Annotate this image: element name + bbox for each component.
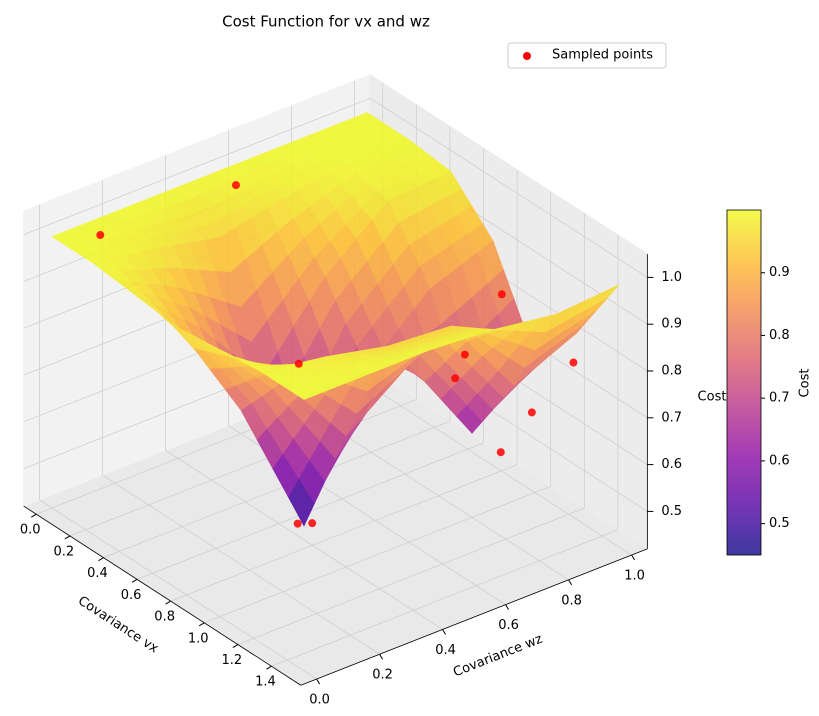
z-tick-label: 0.7 — [661, 410, 682, 425]
x-tick-label: 0.6 — [121, 588, 142, 603]
x-tick — [64, 535, 71, 540]
sampled-point — [231, 181, 240, 190]
x-tick — [198, 622, 205, 627]
y-tick-label: 0.2 — [372, 668, 393, 683]
legend: Sampled points — [507, 42, 667, 69]
x-tick-label: 1.2 — [222, 653, 243, 668]
colorbar-tick-label: 0.8 — [769, 328, 790, 343]
y-tick — [379, 653, 384, 660]
x-tick — [131, 578, 138, 583]
z-tick-label: 0.6 — [661, 457, 682, 472]
y-tick — [568, 579, 573, 586]
sampled-point — [451, 374, 460, 383]
grid-line — [103, 420, 451, 559]
legend-label: Sampled points — [552, 48, 653, 63]
y-tick — [316, 678, 321, 685]
sampled-point — [308, 519, 317, 528]
x-tick — [266, 665, 272, 670]
sampled-point — [96, 231, 105, 240]
chart-title: Cost Function for vx and wz — [222, 13, 430, 31]
colorbar-label: Cost — [798, 369, 813, 398]
grid-line — [271, 529, 619, 667]
sampled-point — [294, 359, 303, 368]
colorbar-fill — [727, 210, 761, 555]
y-tick-label: 1.0 — [624, 569, 645, 584]
axis-line — [300, 548, 648, 686]
sampled-point — [497, 290, 506, 299]
grid-line — [204, 486, 551, 624]
z-axis-label: Cost — [698, 390, 727, 405]
legend-box — [507, 42, 667, 69]
sampled-point — [293, 519, 302, 528]
y-tick — [631, 554, 636, 561]
grid-line — [39, 499, 317, 680]
x-tick — [98, 557, 104, 562]
colorbar-tick-label: 0.7 — [769, 391, 790, 406]
sampled-point — [460, 350, 469, 359]
x-tick-label: 0.0 — [20, 523, 41, 538]
sampled-point — [496, 448, 505, 457]
grid-line — [165, 449, 443, 630]
x-axis-label: Covariance vx — [75, 594, 161, 657]
sampled-point — [569, 358, 578, 367]
x-tick-label: 0.8 — [154, 610, 175, 625]
y-tick — [505, 604, 510, 610]
x-tick-label: 1.0 — [188, 631, 209, 646]
z-tick-label: 1.0 — [661, 270, 682, 285]
grid-line — [102, 474, 380, 655]
y-tick-label: 0.0 — [309, 693, 330, 708]
z-tick-label: 0.8 — [661, 364, 682, 379]
colorbar: 0.5 0.6 0.7 0.8 0.9 Cost — [726, 209, 813, 556]
grid-line — [170, 464, 518, 602]
legend-marker — [523, 52, 531, 60]
y-tick — [442, 629, 447, 635]
colorbar-frame — [726, 209, 762, 556]
colorbar-tick-label: 0.5 — [769, 516, 790, 531]
surface-patch — [292, 386, 321, 400]
x-tick-label: 1.4 — [255, 675, 276, 690]
y-tick-label: 0.8 — [561, 593, 582, 608]
grid-line — [23, 97, 371, 235]
z-tick-label: 0.5 — [661, 504, 682, 519]
x-tick — [232, 644, 239, 648]
grid-line — [237, 507, 585, 645]
grid-line — [369, 97, 648, 278]
z-tick-label: 0.9 — [661, 317, 682, 332]
sampled-point — [527, 408, 536, 417]
x-tick — [165, 600, 171, 605]
colorbar-tick-label: 0.9 — [769, 265, 790, 280]
colorbar-tick-label: 0.6 — [769, 453, 790, 468]
surface — [51, 112, 620, 527]
y-tick-label: 0.6 — [498, 618, 519, 633]
x-tick-label: 0.2 — [54, 544, 75, 559]
x-tick-label: 0.4 — [87, 566, 108, 581]
x-tick — [30, 513, 37, 518]
grid-line — [354, 375, 632, 556]
y-tick-label: 0.4 — [435, 643, 456, 658]
y-axis-label: Covariance wz — [451, 632, 545, 681]
